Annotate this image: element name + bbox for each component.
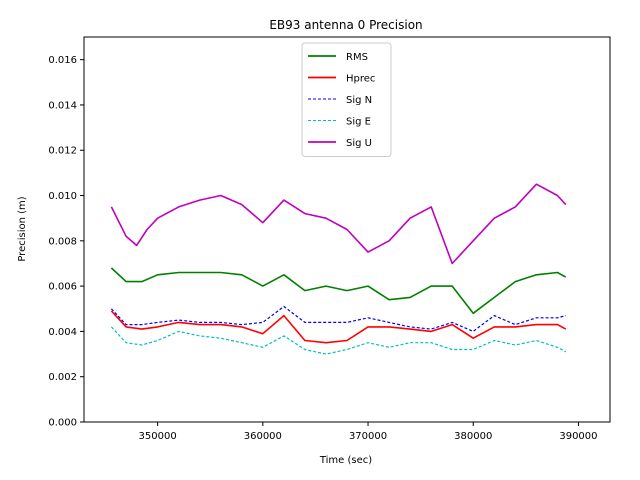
x-tick-label: 390000 bbox=[559, 431, 597, 442]
y-tick-label: 0.002 bbox=[48, 372, 77, 383]
plot-frame bbox=[83, 36, 611, 423]
legend-label: Sig E bbox=[346, 117, 371, 128]
legend-label: Sig N bbox=[346, 95, 372, 106]
series-line-hprec bbox=[110, 310, 567, 344]
y-tick-label: 0.010 bbox=[48, 191, 77, 202]
y-tick-label: 0.000 bbox=[48, 418, 77, 429]
y-axis-label: Precision (m) bbox=[17, 196, 28, 261]
legend-label: Sig U bbox=[346, 138, 372, 149]
legend-label: Hprec bbox=[346, 74, 375, 85]
x-tick-label: 380000 bbox=[454, 431, 492, 442]
chart-title: EB93 antenna 0 Precision bbox=[269, 18, 422, 32]
y-tick-label: 0.006 bbox=[48, 282, 77, 293]
y-tick-label: 0.016 bbox=[48, 55, 77, 66]
x-tick-label: 360000 bbox=[244, 431, 282, 442]
y-axis: 0.000 0.002 0.004 0.006 0.008 0.010 0.012 0.014… bbox=[48, 55, 84, 429]
x-tick-label: 370000 bbox=[349, 431, 387, 442]
legend: RMS Hprec Sig N Sig E Sig U bbox=[301, 42, 392, 157]
x-axis: 350000 360000 370000 380000 390000 bbox=[139, 422, 598, 442]
legend-box bbox=[301, 42, 392, 157]
series-line-sig-e bbox=[110, 326, 567, 355]
series-line-sig-n bbox=[110, 305, 566, 332]
legend-label: RMS bbox=[346, 52, 368, 63]
series-line-sig-u bbox=[110, 183, 567, 265]
y-tick-label: 0.012 bbox=[48, 146, 77, 157]
y-tick-label: 0.014 bbox=[48, 100, 77, 111]
y-tick-label: 0.004 bbox=[48, 327, 77, 338]
x-tick-label: 350000 bbox=[139, 431, 177, 442]
x-axis-label: Time (sec) bbox=[319, 455, 372, 466]
y-tick-label: 0.008 bbox=[48, 236, 77, 247]
series-layer bbox=[110, 183, 567, 355]
series-line-rms bbox=[110, 267, 567, 315]
